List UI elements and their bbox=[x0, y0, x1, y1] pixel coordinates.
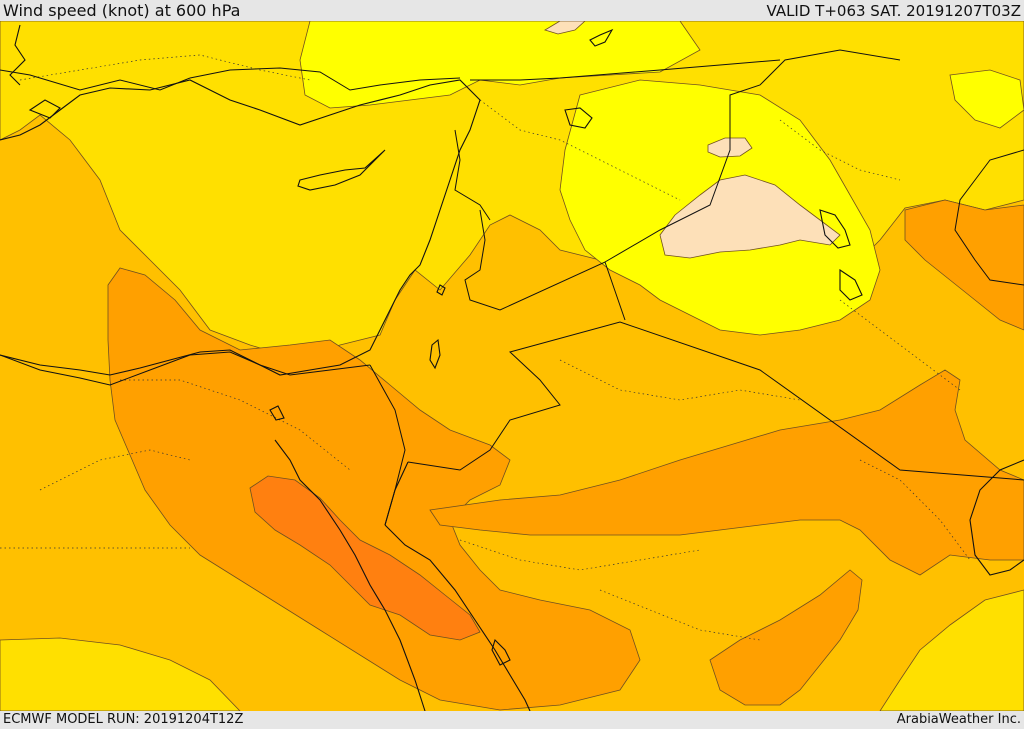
wind-band-yellow-southwest bbox=[0, 637, 241, 711]
internal-borders bbox=[0, 54, 971, 641]
wind-band-calm-patch-top bbox=[544, 21, 586, 35]
cyprus-coast bbox=[297, 149, 386, 191]
wind-band-orange-egypt bbox=[107, 267, 641, 711]
wind-band-orange-east bbox=[904, 199, 1024, 331]
footer-bar: ECMWF MODEL RUN: 20191204T12Z ArabiaWeat… bbox=[0, 711, 1024, 729]
valid-time: VALID T+063 SAT. 20191207T03Z bbox=[766, 2, 1021, 20]
wind-band-yellow-southeast bbox=[879, 589, 1024, 711]
map-title: Wind speed (knot) at 600 hPa bbox=[3, 1, 241, 20]
wind-band-bright-yellow-northeast bbox=[949, 69, 1024, 129]
gulf-coast bbox=[969, 459, 1024, 576]
coastlines bbox=[0, 24, 1024, 711]
wind-band-calm-patch bbox=[659, 174, 841, 259]
wind-band-dark-orange-redsea bbox=[249, 475, 481, 641]
model-run-label: ECMWF MODEL RUN: 20191204T12Z bbox=[3, 712, 244, 727]
credit-label: ArabiaWeather Inc. bbox=[896, 712, 1021, 727]
wind-band-orange-arabia bbox=[429, 369, 1024, 576]
wind-band-orange-southeast bbox=[709, 569, 863, 706]
header-bar: Wind speed (knot) at 600 hPa VALID T+063… bbox=[0, 0, 1024, 21]
wind-speed-map[interactable] bbox=[0, 21, 1024, 711]
